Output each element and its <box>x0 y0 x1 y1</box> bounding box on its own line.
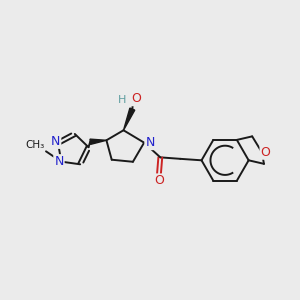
Text: CH₃: CH₃ <box>25 140 44 150</box>
Text: N: N <box>51 135 60 148</box>
Polygon shape <box>124 108 135 130</box>
Text: O: O <box>131 92 141 105</box>
Text: N: N <box>54 155 64 168</box>
Text: N: N <box>145 136 155 149</box>
Text: O: O <box>260 146 270 159</box>
Text: O: O <box>154 174 164 188</box>
Polygon shape <box>90 139 106 144</box>
Text: H: H <box>118 94 126 105</box>
